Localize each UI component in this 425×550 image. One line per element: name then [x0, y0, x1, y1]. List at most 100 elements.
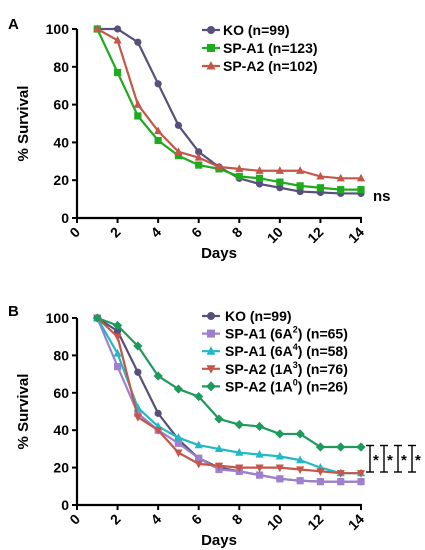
legend-label-part: SP-A1 (6A [225, 343, 293, 359]
x-tick-label: 12 [304, 224, 326, 246]
data-point [113, 35, 122, 44]
x-tick-label: 14 [345, 511, 367, 533]
data-point [174, 152, 183, 160]
data-point [92, 313, 102, 323]
legend-marker [206, 365, 216, 374]
series-line [96, 317, 361, 475]
data-point [133, 100, 142, 108]
legend-marker [206, 61, 216, 70]
data-point [235, 448, 244, 456]
legend-marker [207, 26, 215, 34]
legend-item: SP-A1 (6A4) (n=58) [202, 342, 348, 359]
significance-bracket: * [380, 444, 393, 473]
y-axis-title: % Survival [15, 374, 32, 450]
data-point [336, 173, 345, 182]
legend-label: SP-A1 (6A2) (n=65) [225, 325, 348, 342]
data-point [296, 477, 304, 485]
x-tick-label: 2 [107, 511, 124, 528]
data-point [275, 166, 284, 174]
series-4 [93, 314, 366, 478]
data-point [234, 419, 244, 430]
data-point [275, 429, 285, 439]
x-tick-label: 10 [264, 511, 286, 533]
data-point [134, 38, 142, 46]
y-tick-label: 40 [53, 134, 69, 150]
legend-label-part: KO (n=99) [225, 308, 292, 324]
data-point [113, 333, 122, 342]
data-point [214, 462, 224, 471]
data-point [296, 466, 305, 475]
data-point [296, 166, 305, 174]
series-3 [93, 24, 366, 182]
legend-label: SP-A1 (n=123) [223, 40, 318, 56]
data-point [255, 174, 264, 182]
data-point [337, 186, 345, 194]
series-2 [93, 25, 365, 194]
x-tick-label: 6 [188, 224, 205, 241]
data-point [255, 464, 264, 473]
data-point [194, 391, 204, 402]
data-point [275, 451, 284, 460]
data-point [153, 371, 163, 381]
data-point [134, 112, 142, 120]
legend-label: SP-A2 (1A0) (n=26) [225, 377, 348, 394]
legend-label: SP-A2 (1A3) (n=76) [225, 360, 348, 377]
significance-brackets: * * * * [366, 444, 421, 473]
data-point [296, 187, 304, 196]
data-point [255, 449, 264, 458]
data-point [235, 164, 244, 172]
data-point [357, 478, 365, 486]
data-point [93, 24, 102, 33]
legend-label: KO (n=99) [223, 22, 290, 38]
legend-item: KO (n=99) [202, 22, 290, 38]
data-point [254, 421, 265, 432]
x-tick-label: 8 [229, 511, 246, 528]
data-point [154, 80, 162, 88]
significance-annotation: ns [373, 188, 391, 205]
data-point [174, 121, 183, 129]
x-tick-label: 6 [188, 511, 205, 528]
data-point [174, 449, 183, 458]
y-tick-label: 0 [61, 497, 69, 513]
significance-star: * [401, 452, 407, 469]
data-point [113, 363, 122, 371]
data-point [214, 162, 224, 171]
legend-label: SP-A2 (n=102) [223, 58, 318, 74]
data-point [214, 414, 224, 424]
significance-bracket: * [408, 444, 421, 473]
data-point [255, 471, 264, 479]
legend-label-part: ) (n=58) [298, 343, 348, 359]
legend-label-part: SP-A1 (6A [225, 326, 293, 342]
legend-label-part: ) (n=26) [298, 378, 348, 394]
series-line [96, 28, 361, 180]
data-point [295, 429, 305, 439]
panel-label: B [8, 303, 19, 320]
legend-label-part: SP-A2 (1A [225, 361, 293, 377]
y-tick-label: 60 [53, 97, 69, 113]
data-point [113, 348, 122, 357]
data-point [296, 455, 305, 464]
data-point [276, 184, 284, 192]
data-point [316, 184, 325, 192]
y-tick-label: 60 [53, 385, 69, 401]
legend-item: SP-A1 (6A2) (n=65) [202, 325, 348, 342]
x-tick-label: 0 [66, 511, 83, 528]
data-point [174, 439, 183, 447]
y-tick-label: 100 [46, 21, 70, 37]
y-tick-label: 40 [53, 422, 69, 438]
legend-item: SP-A2 (1A0) (n=26) [202, 377, 348, 394]
data-point [316, 468, 325, 476]
data-point [337, 478, 345, 486]
legend-label-part: ) (n=76) [298, 361, 348, 377]
data-point [133, 341, 143, 351]
chart-panel-a: A 0 20 40 60 80 100 0 2 4 6 8 10 12 14 Days % Survival KO… [8, 16, 391, 262]
significance-bracket: * [366, 444, 379, 473]
legend-marker [206, 346, 216, 355]
x-axis-title: Days [201, 245, 237, 262]
data-point [356, 173, 366, 182]
data-point [154, 409, 162, 417]
data-point [195, 454, 203, 462]
data-point [296, 182, 304, 190]
